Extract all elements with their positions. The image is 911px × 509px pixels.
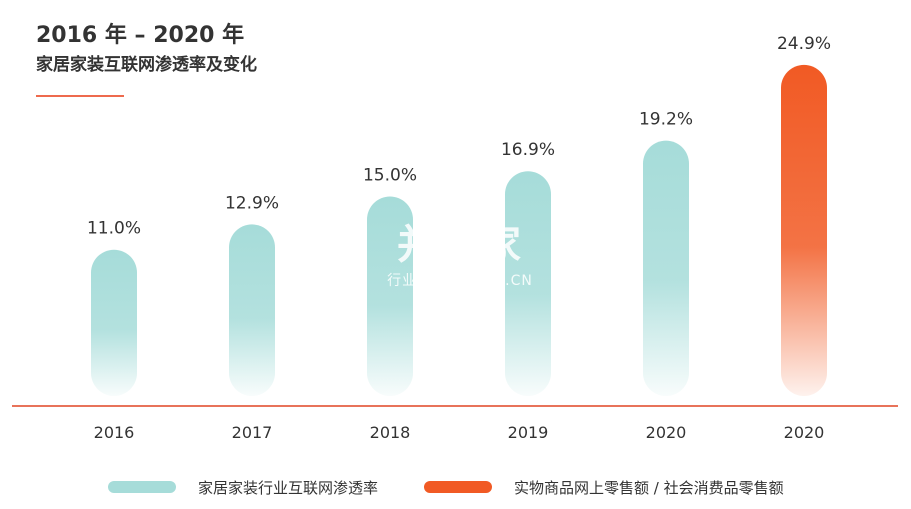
x-tick-label-5: 2020 xyxy=(784,423,825,442)
x-tick-label-1: 2017 xyxy=(232,423,273,442)
bar-2 xyxy=(367,196,413,396)
legend-label-teal: 家居家装行业互联网渗透率 xyxy=(198,478,379,497)
legend-swatch-teal xyxy=(108,481,176,493)
bars-layer xyxy=(91,64,827,396)
data-labels-layer: 11.0% 12.9% 15.0% 16.9% 19.2% 24.9% xyxy=(87,34,831,239)
legend-swatch-orange xyxy=(424,481,492,493)
x-tick-labels-layer: 2016 2017 2018 2019 2020 2020 xyxy=(94,423,825,442)
bar-0 xyxy=(91,249,137,396)
legend-item-orange: 实物商品网上零售额 / 社会消费品零售额 xyxy=(424,476,784,498)
x-tick-label-4: 2020 xyxy=(646,423,687,442)
legend-item-teal: 家居家装行业互联网渗透率 xyxy=(108,476,378,498)
bar-3 xyxy=(505,171,551,396)
data-label-4: 19.2% xyxy=(639,110,693,130)
data-label-2: 15.0% xyxy=(363,166,417,186)
x-tick-label-3: 2019 xyxy=(508,423,549,442)
bar-5 xyxy=(781,64,827,396)
data-label-5: 24.9% xyxy=(777,34,831,54)
legend-label-orange: 实物商品网上零售额 / 社会消费品零售额 xyxy=(514,478,784,497)
chart-title: 2016 年 – 2020 年 xyxy=(36,23,245,48)
data-label-3: 16.9% xyxy=(501,140,555,160)
data-label-1: 12.9% xyxy=(225,193,279,213)
bar-1 xyxy=(229,224,275,396)
x-tick-label-2: 2018 xyxy=(370,423,411,442)
x-tick-label-0: 2016 xyxy=(94,423,135,442)
data-label-0: 11.0% xyxy=(87,219,141,239)
bar-4 xyxy=(643,140,689,396)
chart-subtitle: 家居家装互联网渗透率及变化 xyxy=(36,55,257,75)
title-underline xyxy=(36,95,124,97)
chart-title-block: 2016 年 – 2020 年 家居家装互联网渗透率及变化 xyxy=(36,20,257,78)
